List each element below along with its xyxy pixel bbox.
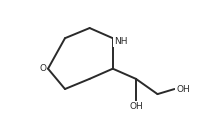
Text: NH: NH: [114, 37, 128, 46]
Text: O: O: [39, 64, 46, 73]
Text: OH: OH: [176, 84, 190, 93]
Text: OH: OH: [129, 102, 143, 111]
